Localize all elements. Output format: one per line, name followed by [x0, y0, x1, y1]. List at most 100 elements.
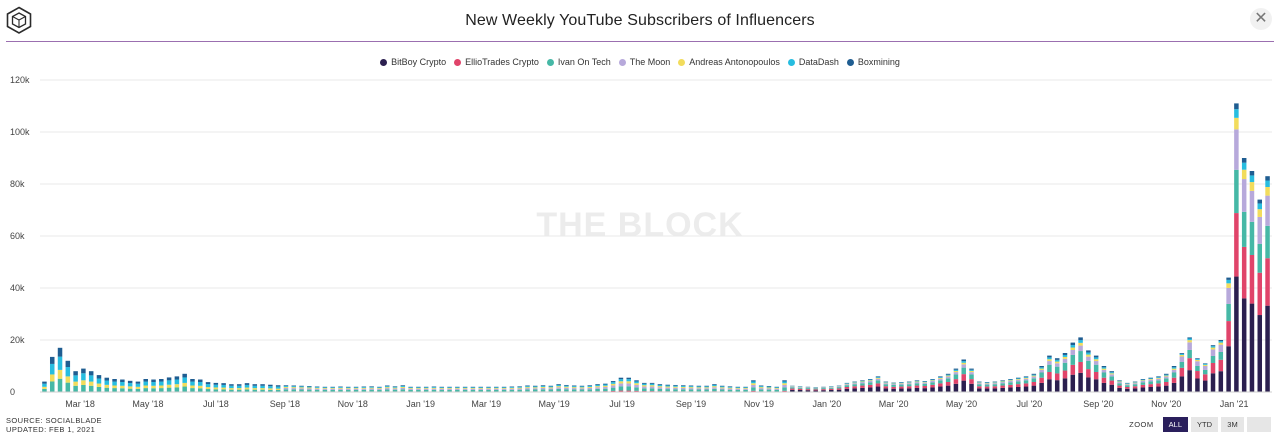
bar-segment	[314, 389, 320, 392]
legend-item[interactable]: DataDash	[787, 57, 839, 67]
bar-segment	[361, 388, 367, 390]
x-tick-label: Nov '20	[1151, 399, 1181, 409]
bar-segment	[673, 389, 678, 392]
bar-segment	[969, 383, 974, 392]
bar-segment	[977, 383, 982, 385]
bar-segment	[1187, 337, 1192, 339]
bar-segment	[1218, 359, 1224, 372]
zoom-3m-button[interactable]: 3M	[1221, 417, 1244, 432]
bar-segment	[992, 386, 998, 389]
legend-label: Andreas Antonopoulos	[689, 57, 780, 67]
stacked-bar	[73, 371, 78, 392]
bar-segment	[634, 380, 639, 382]
bar-segment	[533, 387, 538, 389]
bar-segment	[914, 383, 920, 386]
stacked-bar	[182, 373, 187, 392]
bar-segment	[1054, 359, 1060, 362]
bar-segment	[1156, 377, 1161, 379]
bar-segment	[938, 386, 943, 392]
bar-segment	[1148, 379, 1153, 380]
bar-segment	[782, 384, 787, 388]
x-tick-label: Jul '20	[1017, 399, 1043, 409]
x-tick-label: Jan '19	[406, 399, 435, 409]
bar-segment	[1148, 379, 1153, 382]
bar-segment	[1101, 382, 1107, 392]
stacked-bar	[821, 386, 826, 392]
bar-segment	[392, 388, 398, 390]
bar-segment	[478, 387, 483, 389]
bar-segment	[1187, 342, 1192, 350]
stacked-bar	[1257, 199, 1263, 392]
legend-item[interactable]: Boxmining	[846, 57, 900, 67]
bar-segment	[852, 381, 857, 383]
bar-segment	[945, 374, 951, 376]
close-button[interactable]: ✕	[1250, 8, 1272, 30]
bar-segment	[587, 385, 593, 387]
bar-segment	[704, 389, 709, 392]
bar-segment	[642, 383, 647, 386]
bar-segment	[564, 386, 569, 388]
bar-segment	[143, 388, 148, 392]
bar-segment	[57, 347, 63, 357]
bar-segment	[1164, 381, 1169, 386]
bar-segment	[883, 384, 889, 387]
zoom-extra-button[interactable]	[1247, 417, 1271, 432]
bar-segment	[525, 388, 530, 390]
bar-segment	[1054, 361, 1060, 364]
bar-segment	[400, 389, 406, 392]
legend-item[interactable]: The Moon	[618, 57, 670, 67]
bar-segment	[969, 379, 974, 384]
bar-segment	[159, 388, 164, 392]
zoom-ytd-button[interactable]: YTD	[1191, 417, 1218, 432]
bar-segment	[883, 382, 889, 383]
chart-header: New Weekly YouTube Subscribers of Influe…	[0, 0, 1280, 42]
legend-item[interactable]: BitBoy Crypto	[380, 57, 446, 67]
bar-segment	[330, 387, 335, 389]
bar-segment	[65, 367, 71, 377]
bar-segment	[1210, 355, 1216, 363]
bar-segment	[408, 386, 413, 388]
bar-segment	[494, 389, 499, 392]
bar-segment	[369, 386, 374, 388]
bar-segment	[1117, 382, 1122, 384]
bar-segment	[353, 387, 359, 389]
stacked-bar	[470, 386, 476, 392]
legend-item[interactable]: Andreas Antonopoulos	[678, 57, 780, 67]
stacked-bar	[127, 380, 133, 392]
zoom-controls: ZOOM ALL YTD 3M	[1129, 417, 1271, 432]
bar-segment	[751, 384, 756, 388]
bar-segment	[564, 389, 569, 392]
bar-segment	[486, 389, 491, 392]
chart-footer: SOURCE: SOCIALBLADE UPDATED: FEB 1, 2021	[6, 416, 102, 434]
bar-segment	[400, 385, 406, 386]
stacked-bar	[766, 386, 772, 392]
stacked-bar	[244, 383, 250, 392]
legend-item[interactable]: Ivan On Tech	[546, 57, 611, 67]
stacked-bar	[836, 385, 842, 392]
bar-segment	[743, 387, 748, 389]
bar-segment	[307, 389, 312, 392]
bar-segment	[1234, 129, 1239, 170]
bar-segment	[1086, 356, 1091, 361]
bar-segment	[470, 387, 476, 389]
bar-segment	[758, 385, 764, 387]
bar-segment	[88, 381, 94, 386]
bar-segment	[634, 383, 639, 385]
x-tick-label: Nov '19	[744, 399, 774, 409]
bar-segment	[1078, 340, 1083, 343]
bar-segment	[182, 373, 187, 378]
legend-item[interactable]: EllioTrades Crypto	[454, 57, 539, 67]
bar-segment	[603, 387, 608, 389]
zoom-all-button[interactable]: ALL	[1162, 417, 1188, 432]
legend-marker	[846, 58, 854, 66]
bar-segment	[743, 386, 748, 388]
bar-segment	[1156, 380, 1161, 384]
bar-segment	[906, 388, 912, 392]
bar-segment	[860, 380, 865, 382]
bar-segment	[322, 389, 328, 392]
bar-segment	[1257, 209, 1263, 217]
bar-segment	[1062, 353, 1068, 355]
bar-segment	[1187, 358, 1192, 371]
bar-segment	[135, 386, 141, 389]
bar-segment	[579, 388, 585, 390]
